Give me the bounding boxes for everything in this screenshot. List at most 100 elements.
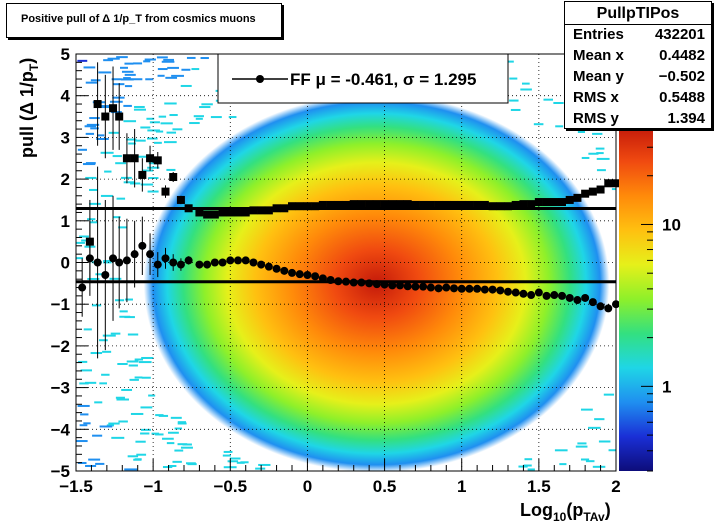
heatmap-cell <box>199 106 211 109</box>
data-point-circle <box>272 264 281 273</box>
legend: FF μ = -0.461, σ = 1.295 <box>217 53 509 104</box>
heatmap-cell <box>163 58 175 61</box>
data-point-square <box>295 202 304 211</box>
data-point-square <box>257 206 266 215</box>
stats-key: Mean x <box>573 47 624 64</box>
heatmap-cell <box>592 465 606 468</box>
heatmap-cell <box>168 431 179 434</box>
heatmap-cell <box>76 440 88 443</box>
heatmap-cell <box>128 142 136 145</box>
heatmap-cell <box>608 449 616 452</box>
data-point-circle <box>550 291 559 300</box>
heatmap-cell <box>80 413 89 416</box>
y-tick-label: 1 <box>61 212 70 231</box>
heatmap-cell <box>123 77 131 80</box>
data-point-circle <box>396 281 404 290</box>
heatmap-cell <box>99 339 108 342</box>
data-point-circle <box>101 271 110 280</box>
y-tick-label: −5 <box>51 462 70 481</box>
heatmap-cell <box>134 139 146 142</box>
heatmap-cell <box>125 298 133 301</box>
heatmap-cell <box>164 102 177 105</box>
heatmap-cell <box>227 460 239 463</box>
heatmap-cell <box>119 310 128 313</box>
heatmap-cell <box>596 152 604 155</box>
stats-value: 0.4482 <box>659 47 705 64</box>
heatmap-cell <box>83 66 96 69</box>
heatmap-cell <box>581 156 590 159</box>
data-point-square <box>203 210 212 219</box>
y-tick-label: 0 <box>61 254 70 273</box>
data-point-circle <box>496 286 505 295</box>
data-point-square <box>169 173 178 182</box>
heatmap-cell <box>115 396 125 399</box>
heatmap-cell <box>89 202 101 205</box>
data-point-square <box>93 100 102 109</box>
heatmap-cell <box>133 108 146 111</box>
heatmap-cell <box>87 218 96 221</box>
heatmap-cell <box>85 176 97 179</box>
heatmap-cell <box>210 116 222 119</box>
data-point-circle <box>93 258 102 267</box>
heatmap-cell <box>180 84 192 87</box>
data-point-square <box>318 200 327 209</box>
y-tick-label: 2 <box>61 170 70 189</box>
x-tick-label: −1.5 <box>59 477 93 496</box>
data-point-circle <box>349 278 358 287</box>
x-axis-label: Log10(pTAv) <box>520 500 611 524</box>
heatmap-cell <box>155 433 164 436</box>
data-point-circle <box>195 260 204 269</box>
x-tick-label: 0 <box>303 477 312 496</box>
x-tick-label: −1 <box>143 477 162 496</box>
data-point-square <box>496 202 505 211</box>
colorbar-tick-label: 10 <box>662 215 681 234</box>
heatmap-cell <box>169 114 178 117</box>
data-point-circle <box>480 285 489 294</box>
heatmap-cell <box>162 466 173 469</box>
x-tick-label: 1.5 <box>527 477 551 496</box>
data-point-square <box>380 200 389 209</box>
heatmap-cell <box>177 422 187 425</box>
heatmap-cell <box>191 68 200 71</box>
data-point-circle <box>573 296 582 305</box>
heatmap-cell <box>136 453 147 456</box>
heatmap-cell <box>124 62 134 65</box>
data-point-circle <box>210 258 219 267</box>
heatmap-cell <box>89 188 98 191</box>
heatmap-cell <box>138 155 149 158</box>
heatmap-cell <box>553 101 564 104</box>
heatmap-cell <box>504 60 514 63</box>
heatmap-cell <box>181 68 191 71</box>
stats-key: Entries <box>573 26 624 43</box>
stats-row: Mean x 0.4482 <box>573 47 705 68</box>
chart-title: Positive pull of Δ 1/p_T from cosmics mu… <box>21 13 256 25</box>
y-tick-label: 3 <box>61 128 70 147</box>
heatmap-cell <box>116 398 130 401</box>
heatmap-cell <box>598 440 611 443</box>
heatmap-cell <box>85 381 97 384</box>
heatmap-cell <box>120 78 134 81</box>
data-point-square <box>558 198 566 207</box>
data-point-circle <box>534 288 543 297</box>
heatmap-cell <box>110 332 121 335</box>
y-tick-label: −4 <box>51 420 71 439</box>
heatmap-cell <box>128 364 138 367</box>
heatmap-cell <box>96 137 109 140</box>
heatmap-cell <box>595 147 605 150</box>
colorbar-tick-label: 1 <box>662 377 671 396</box>
heatmap-cell <box>85 464 97 467</box>
heatmap-cell <box>103 260 112 263</box>
heatmap-cell <box>108 422 120 425</box>
data-point-circle <box>264 262 273 271</box>
heatmap-cell <box>596 169 606 172</box>
data-point-square <box>146 154 155 163</box>
y-tick-label: −2 <box>51 337 70 356</box>
data-point-circle <box>581 293 590 302</box>
heatmap-cell <box>156 56 168 59</box>
heatmap-cell <box>140 432 150 435</box>
data-point-circle <box>218 258 227 267</box>
heatmap-cell <box>133 458 142 461</box>
heatmap-cell <box>134 376 143 379</box>
heatmap-cell <box>84 125 97 128</box>
data-point-circle <box>457 284 466 293</box>
